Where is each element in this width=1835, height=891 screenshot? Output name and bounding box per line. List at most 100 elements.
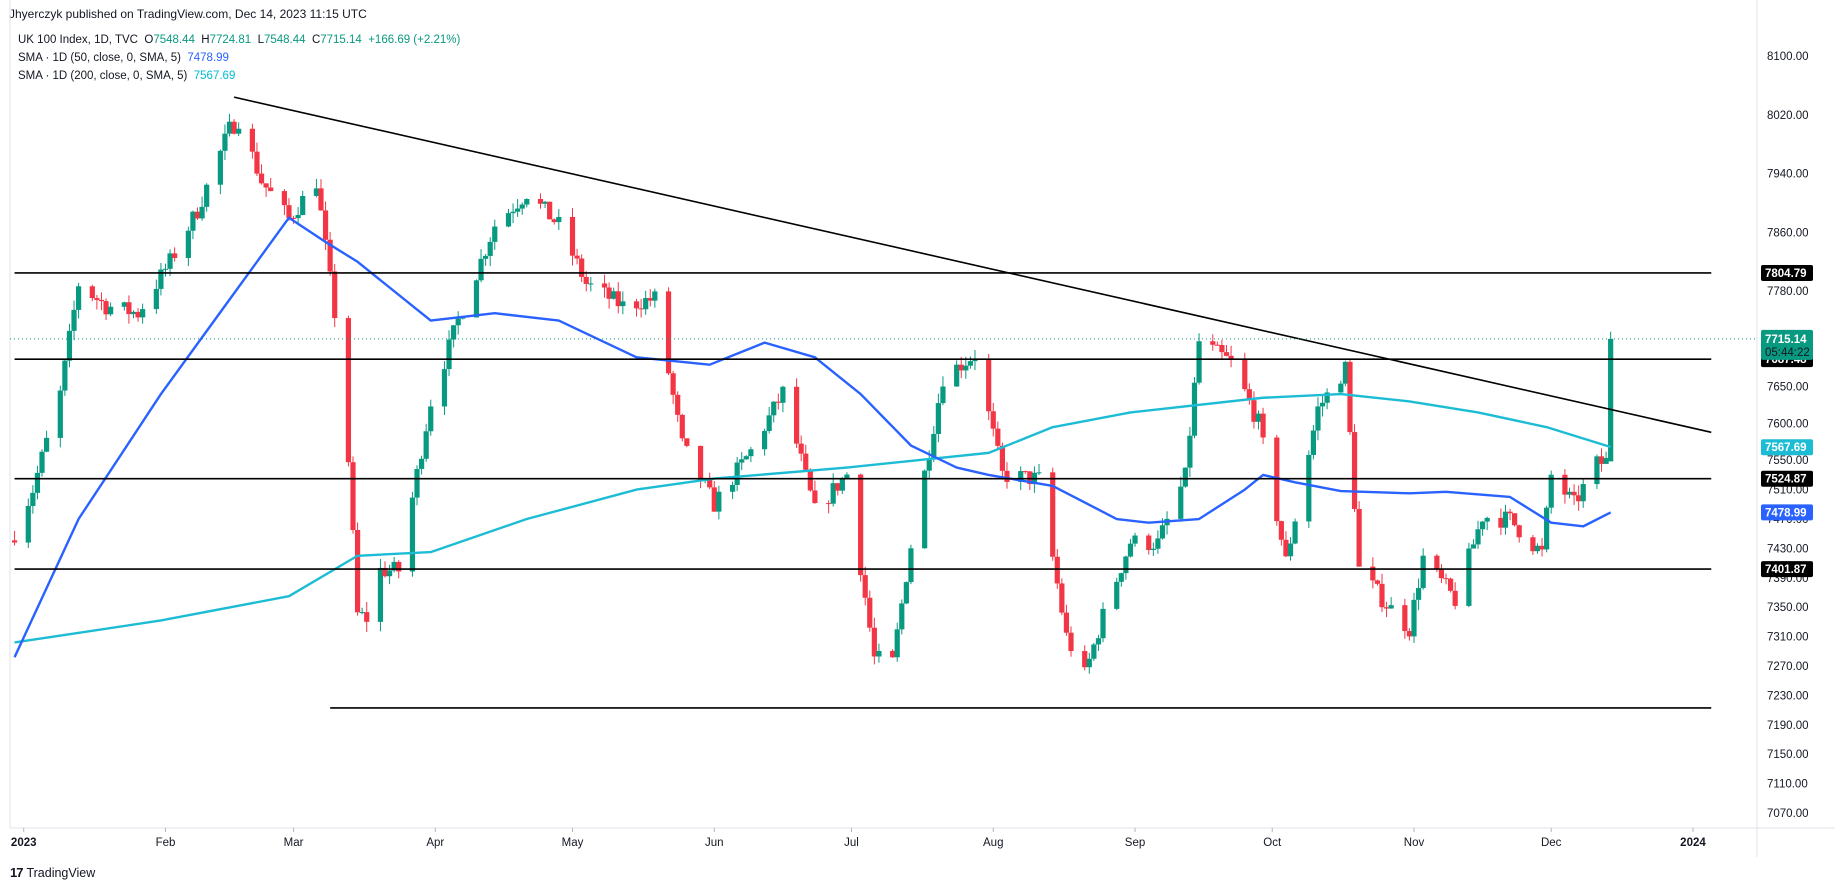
- candle-up[interactable]: [1484, 517, 1490, 522]
- candle-up[interactable]: [1566, 491, 1573, 495]
- candle-up[interactable]: [1100, 608, 1106, 639]
- candle-down[interactable]: [684, 438, 690, 446]
- candle-up[interactable]: [108, 306, 114, 315]
- candle-up[interactable]: [844, 474, 850, 479]
- candle-down[interactable]: [990, 411, 996, 429]
- candle-up[interactable]: [839, 478, 845, 491]
- candle-down[interactable]: [1251, 400, 1257, 422]
- candle-up[interactable]: [620, 301, 626, 307]
- candle-up[interactable]: [391, 561, 397, 571]
- candle-down[interactable]: [1054, 556, 1060, 584]
- candle-up[interactable]: [748, 449, 754, 457]
- candle-up[interactable]: [611, 291, 617, 299]
- candle-down[interactable]: [1530, 537, 1536, 552]
- candle-up[interactable]: [761, 430, 768, 450]
- candle-down[interactable]: [537, 198, 544, 204]
- candle-down[interactable]: [775, 401, 781, 403]
- candle-up[interactable]: [524, 198, 530, 205]
- candle-up[interactable]: [30, 492, 36, 506]
- candle-up[interactable]: [451, 325, 457, 340]
- candle-down[interactable]: [364, 612, 370, 622]
- candle-down[interactable]: [1507, 511, 1513, 514]
- candle-up[interactable]: [483, 255, 489, 259]
- candle-up[interactable]: [1342, 361, 1349, 384]
- candle-down[interactable]: [1598, 456, 1605, 464]
- tradingview-logo[interactable]: 17 TradingView: [10, 865, 95, 880]
- candle-up[interactable]: [473, 280, 480, 318]
- candle-down[interactable]: [1576, 495, 1582, 502]
- candle-up[interactable]: [428, 406, 434, 432]
- candle-up[interactable]: [967, 361, 973, 366]
- candle-down[interactable]: [579, 258, 585, 277]
- candle-up[interactable]: [1255, 413, 1262, 422]
- candle-up[interactable]: [739, 459, 745, 463]
- candle-up[interactable]: [71, 309, 77, 331]
- candle-down[interactable]: [1059, 583, 1065, 613]
- candle-up[interactable]: [743, 456, 749, 460]
- candle-up[interactable]: [217, 150, 223, 185]
- candle-down[interactable]: [633, 301, 640, 309]
- candle-down[interactable]: [999, 445, 1006, 471]
- candle-up[interactable]: [1580, 484, 1586, 502]
- candle-up[interactable]: [414, 468, 420, 498]
- candle-up[interactable]: [1420, 555, 1426, 589]
- candle-up[interactable]: [199, 206, 205, 219]
- candle-down[interactable]: [11, 540, 18, 543]
- candle-up[interactable]: [295, 214, 301, 219]
- candle-down[interactable]: [345, 318, 352, 463]
- candle-up[interactable]: [1466, 548, 1472, 606]
- candle-up[interactable]: [167, 253, 173, 269]
- candle-up[interactable]: [1182, 467, 1188, 487]
- candle-up[interactable]: [515, 208, 521, 212]
- candle-down[interactable]: [322, 210, 329, 240]
- candle-down[interactable]: [1452, 590, 1458, 606]
- candle-up[interactable]: [1306, 454, 1312, 522]
- candle-down[interactable]: [1443, 578, 1449, 580]
- candle-down[interactable]: [803, 453, 809, 470]
- candle-up[interactable]: [922, 470, 928, 549]
- candle-up[interactable]: [222, 133, 228, 151]
- candle-down[interactable]: [1068, 632, 1074, 652]
- candle-down[interactable]: [1246, 389, 1252, 401]
- candle-down[interactable]: [89, 286, 95, 299]
- candle-up[interactable]: [478, 258, 484, 281]
- candle-up[interactable]: [1287, 543, 1294, 557]
- candle-up[interactable]: [940, 386, 946, 404]
- candle-down[interactable]: [1146, 535, 1152, 551]
- candle-down[interactable]: [1260, 413, 1266, 438]
- candle-down[interactable]: [697, 445, 704, 482]
- candle-up[interactable]: [830, 483, 836, 504]
- candle-up[interactable]: [455, 318, 461, 326]
- candle-up[interactable]: [1338, 383, 1344, 393]
- candle-down[interactable]: [135, 311, 141, 318]
- candle-down[interactable]: [547, 201, 553, 220]
- candle-down[interactable]: [1004, 470, 1010, 482]
- candle-down[interactable]: [606, 287, 612, 299]
- candle-down[interactable]: [1370, 566, 1376, 581]
- candle-up[interactable]: [1603, 458, 1609, 464]
- candle-down[interactable]: [268, 187, 274, 192]
- candle-up[interactable]: [1018, 471, 1024, 482]
- candle-up[interactable]: [931, 433, 937, 459]
- candle-down[interactable]: [350, 462, 356, 530]
- candle-up[interactable]: [75, 286, 82, 310]
- candle-down[interactable]: [1027, 471, 1033, 485]
- candle-up[interactable]: [766, 415, 772, 431]
- candle-down[interactable]: [94, 298, 100, 300]
- candle-up[interactable]: [418, 458, 425, 469]
- candle-down[interactable]: [890, 650, 896, 658]
- candle-down[interactable]: [601, 283, 608, 288]
- candle-up[interactable]: [226, 121, 233, 134]
- candle-up[interactable]: [510, 211, 516, 214]
- candle-up[interactable]: [121, 302, 127, 307]
- candle-down[interactable]: [1228, 355, 1234, 359]
- candle-down[interactable]: [826, 503, 832, 505]
- candle-down[interactable]: [1214, 344, 1220, 346]
- candle-up[interactable]: [1187, 435, 1193, 468]
- candle-down[interactable]: [862, 575, 868, 598]
- candle-up[interactable]: [963, 365, 969, 371]
- candle-up[interactable]: [716, 491, 722, 512]
- candle-down[interactable]: [679, 414, 685, 439]
- candle-up[interactable]: [204, 184, 210, 207]
